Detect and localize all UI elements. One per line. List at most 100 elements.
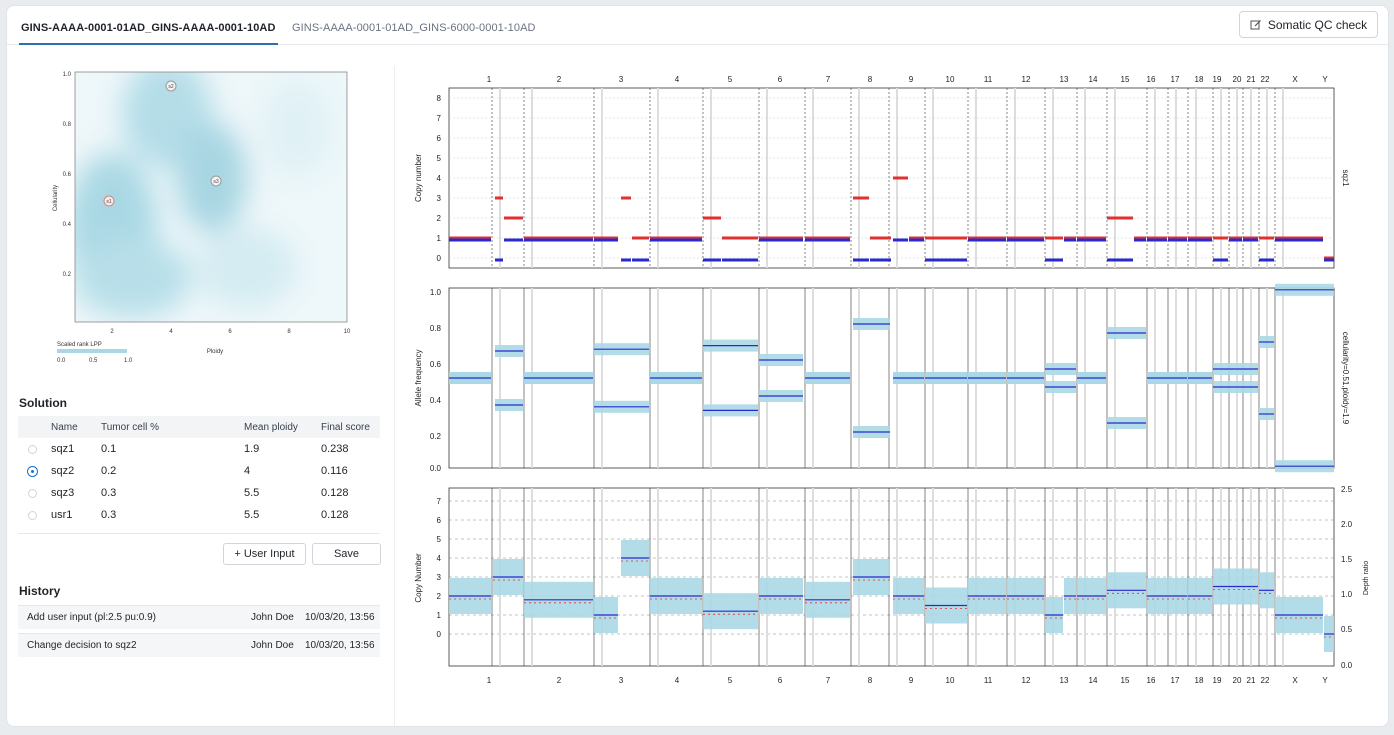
chromosome-label: 21 bbox=[1247, 676, 1256, 685]
chromosome-label: X bbox=[1292, 676, 1298, 685]
chromosome-label: 16 bbox=[1147, 75, 1156, 84]
chromosome-label: Y bbox=[1322, 676, 1328, 685]
chromosome-label: X bbox=[1292, 75, 1298, 84]
hm-ytick: 0.8 bbox=[63, 122, 72, 128]
chromosome-label: 4 bbox=[675, 676, 680, 685]
hm-legend-bar bbox=[57, 349, 127, 353]
chromosome-label: 16 bbox=[1147, 676, 1156, 685]
chromosome-label: 11 bbox=[984, 676, 993, 685]
chromosome-label: 8 bbox=[868, 75, 873, 84]
cell-name: sqz1 bbox=[51, 443, 75, 455]
p2-ytick: 0.2 bbox=[430, 432, 442, 441]
hm-marker-s1[interactable]: s1 bbox=[103, 195, 115, 207]
p3-right-label: Depth ratio bbox=[1363, 561, 1370, 595]
chromosome-label: 2 bbox=[557, 676, 562, 685]
cell-tumor: 0.3 bbox=[101, 487, 117, 499]
chromosome-label: Y bbox=[1322, 75, 1328, 84]
col-name: Name bbox=[51, 416, 101, 438]
p2-ylabel: Allele frequency bbox=[414, 350, 423, 407]
cell-tumor: 0.2 bbox=[101, 465, 117, 477]
p1-ytick: 3 bbox=[437, 194, 442, 203]
hm-xlabel: Ploidy bbox=[207, 349, 223, 355]
p3-y2tick: 1.0 bbox=[1341, 590, 1353, 599]
solution-row[interactable]: sqz2 0.2 4 0.116 bbox=[18, 460, 380, 482]
main-card: GINS-AAAA-0001-01AD_GINS-AAAA-0001-10AD … bbox=[6, 5, 1389, 727]
save-button[interactable]: Save bbox=[312, 543, 381, 565]
solution-row[interactable]: sqz3 0.3 5.5 0.128 bbox=[18, 482, 380, 504]
hm-marker-s3[interactable]: s3 bbox=[210, 175, 222, 187]
cell-name: sqz3 bbox=[51, 487, 75, 499]
chromosome-label: 22 bbox=[1261, 75, 1270, 84]
history-row: Change decision to sqz2 John Doe 10/03/2… bbox=[18, 633, 380, 657]
chromosome-label: 6 bbox=[778, 676, 783, 685]
tab-sample-2[interactable]: GINS-AAAA-0001-01AD_GINS-6000-0001-10AD bbox=[292, 22, 536, 34]
history-row: Add user input (pl:2.5 pu:0.9) John Doe … bbox=[18, 605, 380, 629]
radio-button[interactable] bbox=[28, 488, 37, 498]
chromosome-label: 9 bbox=[909, 676, 914, 685]
p2-right-label: cellularity=0.51,ploidy=1.9 bbox=[1341, 332, 1350, 425]
p1-ytick: 7 bbox=[437, 114, 442, 123]
cell-score: 0.116 bbox=[321, 465, 348, 477]
cellularity-ploidy-heatmap[interactable]: 1.0 0.8 0.6 0.4 0.2 2 4 6 8 10 Cellulari… bbox=[47, 68, 357, 368]
p2-ytick: 0.4 bbox=[430, 396, 442, 405]
chromosome-label: 20 bbox=[1233, 75, 1242, 84]
hm-xtick: 4 bbox=[169, 329, 173, 335]
cell-ploidy: 5.5 bbox=[244, 509, 260, 521]
col-tumor: Tumor cell % bbox=[101, 416, 244, 438]
solution-row[interactable]: sqz1 0.1 1.9 0.238 bbox=[18, 438, 380, 460]
cell-ploidy: 4 bbox=[244, 465, 251, 477]
hm-ytick: 0.6 bbox=[63, 172, 72, 178]
tab-sample-1[interactable]: GINS-AAAA-0001-01AD_GINS-AAAA-0001-10AD bbox=[19, 22, 278, 45]
copy-number-panel: 8 7 6 5 4 3 2 1 0 Copy number sqz1 bbox=[414, 87, 1350, 269]
chromosome-label: 12 bbox=[1022, 676, 1031, 685]
cell-score: 0.238 bbox=[321, 443, 349, 455]
chromosome-label: 8 bbox=[868, 676, 873, 685]
solution-table: Name Tumor cell % Mean ploidy Final scor… bbox=[18, 416, 380, 526]
allele-frequency-panel: 1.0 0.8 0.6 0.4 0.2 0.0 Allele frequency… bbox=[414, 283, 1350, 473]
p3-ylabel: Copy Number bbox=[414, 553, 423, 603]
somatic-qc-button[interactable]: Somatic QC check bbox=[1239, 11, 1378, 38]
chromosome-label: 4 bbox=[675, 75, 680, 84]
chromosome-label: 19 bbox=[1213, 75, 1222, 84]
chromosome-label: 14 bbox=[1089, 75, 1098, 84]
p3-ytick: 0 bbox=[437, 630, 442, 639]
hm-legend-tick: 0.5 bbox=[89, 358, 98, 364]
radio-button-selected[interactable] bbox=[28, 466, 37, 476]
chromosome-label: 18 bbox=[1195, 676, 1204, 685]
chromosome-label: 13 bbox=[1060, 75, 1069, 84]
p2-ytick: 1.0 bbox=[430, 288, 442, 297]
hm-marker-s2[interactable]: s2 bbox=[165, 80, 177, 92]
radio-button[interactable] bbox=[28, 444, 37, 454]
history-title: History bbox=[19, 584, 61, 598]
chromosome-label: 6 bbox=[778, 75, 783, 84]
chromosome-label: 12 bbox=[1022, 75, 1031, 84]
chromosome-label: 5 bbox=[728, 75, 733, 84]
add-user-input-button[interactable]: + User Input bbox=[223, 543, 306, 565]
chromosome-label: 5 bbox=[728, 676, 733, 685]
hm-ylabel: Cellularity bbox=[53, 185, 59, 211]
col-score: Final score bbox=[321, 416, 380, 438]
chromosome-label: 15 bbox=[1121, 676, 1130, 685]
hm-ytick: 0.4 bbox=[63, 222, 72, 228]
cell-name: usr1 bbox=[51, 509, 73, 521]
cell-tumor: 0.1 bbox=[101, 443, 117, 455]
tab-bar: GINS-AAAA-0001-01AD_GINS-AAAA-0001-10AD … bbox=[7, 6, 1388, 45]
p1-ytick: 2 bbox=[437, 214, 442, 223]
history-time: 10/03/20, 13:56 bbox=[305, 640, 375, 651]
p1-ytick: 1 bbox=[437, 234, 442, 243]
chromosome-labels-bottom: 1 2 3 4 5 6 7 8 9 10 11 12 13 14 15 16 17 18 19 20 21 22 X Y bbox=[487, 676, 1329, 685]
hm-marker-label: s2 bbox=[168, 84, 174, 90]
history-user: John Doe bbox=[251, 640, 294, 651]
somatic-qc-label: Somatic QC check bbox=[1267, 17, 1368, 32]
solution-row[interactable]: usr1 0.3 5.5 0.128 bbox=[18, 504, 380, 526]
hm-xtick: 8 bbox=[287, 329, 291, 335]
chromosome-label: 14 bbox=[1089, 676, 1098, 685]
history-action: Change decision to sqz2 bbox=[27, 640, 137, 651]
cell-ploidy: 5.5 bbox=[244, 487, 260, 499]
cell-score: 0.128 bbox=[321, 509, 349, 521]
radio-button[interactable] bbox=[28, 510, 37, 520]
cell-tumor: 0.3 bbox=[101, 509, 117, 521]
p1-ylabel: Copy number bbox=[414, 154, 423, 202]
p3-ytick: 6 bbox=[437, 516, 442, 525]
